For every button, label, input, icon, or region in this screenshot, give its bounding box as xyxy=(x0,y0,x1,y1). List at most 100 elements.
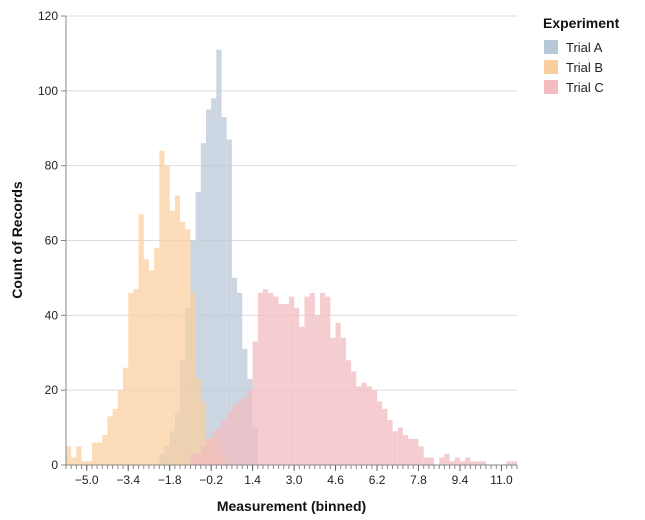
bar-trial-c-27 xyxy=(330,337,336,465)
bar-trial-b-8 xyxy=(107,416,113,465)
x-tick-label-10: 11.0 xyxy=(490,473,513,487)
bar-trial-c-9 xyxy=(237,401,243,465)
bar-trial-c-43 xyxy=(413,438,419,465)
bar-trial-c-36 xyxy=(377,401,383,465)
bar-trial-a-11 xyxy=(216,49,222,466)
y-tick-label-2: 40 xyxy=(45,308,59,322)
bar-trial-c-10 xyxy=(242,397,248,465)
bar-trial-c-29 xyxy=(340,337,346,465)
bar-trial-c-7 xyxy=(226,412,232,465)
bar-trial-c-19 xyxy=(288,296,295,465)
bar-trial-c-17 xyxy=(278,304,284,465)
bar-trial-c-33 xyxy=(361,382,367,465)
bar-trial-b-15 xyxy=(143,259,149,465)
bar-trial-c-54 xyxy=(470,461,476,465)
legend: Experiment Trial A Trial B Trial C xyxy=(543,15,620,95)
bar-trial-c-18 xyxy=(283,304,289,465)
bar-trial-c-32 xyxy=(356,386,362,465)
x-axis-title: Measurement (binned) xyxy=(217,498,366,514)
y-tick-label-3: 60 xyxy=(45,234,59,248)
bar-trial-c-50 xyxy=(449,461,455,465)
bar-trial-c-20 xyxy=(294,307,300,465)
y-tick-label-1: 20 xyxy=(45,383,59,397)
bar-trial-c-12 xyxy=(252,341,258,465)
bar-trial-c-39 xyxy=(392,431,398,465)
bar-trial-c-21 xyxy=(299,326,305,465)
bar-trial-b-7 xyxy=(102,435,108,465)
bar-trial-c-46 xyxy=(428,457,435,465)
bar-trial-b-5 xyxy=(91,442,98,465)
bar-trial-b-9 xyxy=(112,408,118,465)
x-tick-label-4: 1.4 xyxy=(244,473,261,487)
y-axis-title: Count of Records xyxy=(9,181,25,299)
bar-trial-c-55 xyxy=(475,461,481,465)
legend-label-trial-b: Trial B xyxy=(566,60,603,75)
bar-trial-c-1 xyxy=(195,453,201,465)
bar-trial-c-41 xyxy=(402,435,409,465)
x-tick-label-7: 6.2 xyxy=(369,473,386,487)
bar-trial-c-52 xyxy=(459,461,466,465)
legend-label-trial-c: Trial C xyxy=(566,80,604,95)
bar-trial-b-0 xyxy=(66,446,72,465)
bar-trial-a-10 xyxy=(211,98,217,466)
bar-trial-a-12 xyxy=(221,117,227,466)
bar-trial-b-23 xyxy=(185,229,191,465)
bar-trial-c-15 xyxy=(268,292,274,465)
bar-trial-b-2 xyxy=(76,446,82,465)
bar-trial-c-30 xyxy=(345,360,352,465)
bar-trial-c-34 xyxy=(366,386,372,465)
watermark: 知乎 @朱卫军 xyxy=(508,485,590,501)
legend-label-trial-a: Trial A xyxy=(566,40,603,55)
bar-trial-c-37 xyxy=(382,408,388,465)
bar-trial-b-3 xyxy=(81,461,87,465)
bar-trial-b-21 xyxy=(174,195,181,465)
bar-trial-b-11 xyxy=(123,367,129,465)
x-tick-label-9: 9.4 xyxy=(452,473,469,487)
bar-trial-c-2 xyxy=(200,446,206,465)
x-tick-label-5: 3.0 xyxy=(286,473,303,487)
y-axis-ticks: 0 20 40 60 80 100 120 xyxy=(38,9,66,472)
bar-trial-c-13 xyxy=(257,292,263,465)
bar-trial-c-22 xyxy=(304,296,310,465)
legend-swatch-trial-a xyxy=(544,40,558,54)
bar-trial-c-49 xyxy=(444,453,450,465)
bar-trial-c-3 xyxy=(205,438,212,465)
bar-trial-c-35 xyxy=(371,390,378,465)
bar-trial-b-22 xyxy=(180,221,186,465)
bar-trial-c-8 xyxy=(231,405,238,465)
bar-trial-c-23 xyxy=(309,292,315,465)
bar-trial-c-6 xyxy=(221,420,227,465)
bar-trial-a-14 xyxy=(231,277,238,465)
x-tick-label-8: 7.8 xyxy=(410,473,427,487)
y-tick-label-6: 120 xyxy=(38,9,58,23)
bar-trial-c-14 xyxy=(262,289,269,465)
x-tick-label-6: 4.6 xyxy=(327,473,344,487)
bar-trial-b-16 xyxy=(148,270,155,465)
bar-trial-c-40 xyxy=(397,427,403,465)
bar-trial-c-11 xyxy=(247,390,253,465)
bar-trial-b-26 xyxy=(200,401,206,465)
bar-trial-c-45 xyxy=(423,457,429,465)
bar-trial-a-8 xyxy=(200,143,206,465)
bar-trial-b-17 xyxy=(154,247,160,465)
y-tick-label-0: 0 xyxy=(51,458,58,472)
bar-trial-b-1 xyxy=(71,457,77,465)
histogram-bars xyxy=(66,49,517,466)
bar-trial-c-5 xyxy=(216,427,222,465)
bar-trial-c-24 xyxy=(314,315,321,465)
bar-trial-b-4 xyxy=(86,461,92,465)
bar-trial-a-15 xyxy=(237,292,243,465)
bar-trial-c-62 xyxy=(511,461,517,465)
bar-trial-c-28 xyxy=(335,322,341,465)
bar-trial-c-0 xyxy=(190,453,196,465)
bar-trial-b-10 xyxy=(117,390,124,465)
bar-trial-c-4 xyxy=(211,431,217,465)
x-tick-label-1: −3.4 xyxy=(116,473,140,487)
bar-trial-c-26 xyxy=(325,296,331,465)
legend-swatch-trial-c xyxy=(544,80,558,94)
bar-trial-c-48 xyxy=(439,457,445,465)
x-tick-label-0: −5.0 xyxy=(75,473,99,487)
bar-trial-c-42 xyxy=(408,438,414,465)
y-tick-label-4: 80 xyxy=(45,159,59,173)
